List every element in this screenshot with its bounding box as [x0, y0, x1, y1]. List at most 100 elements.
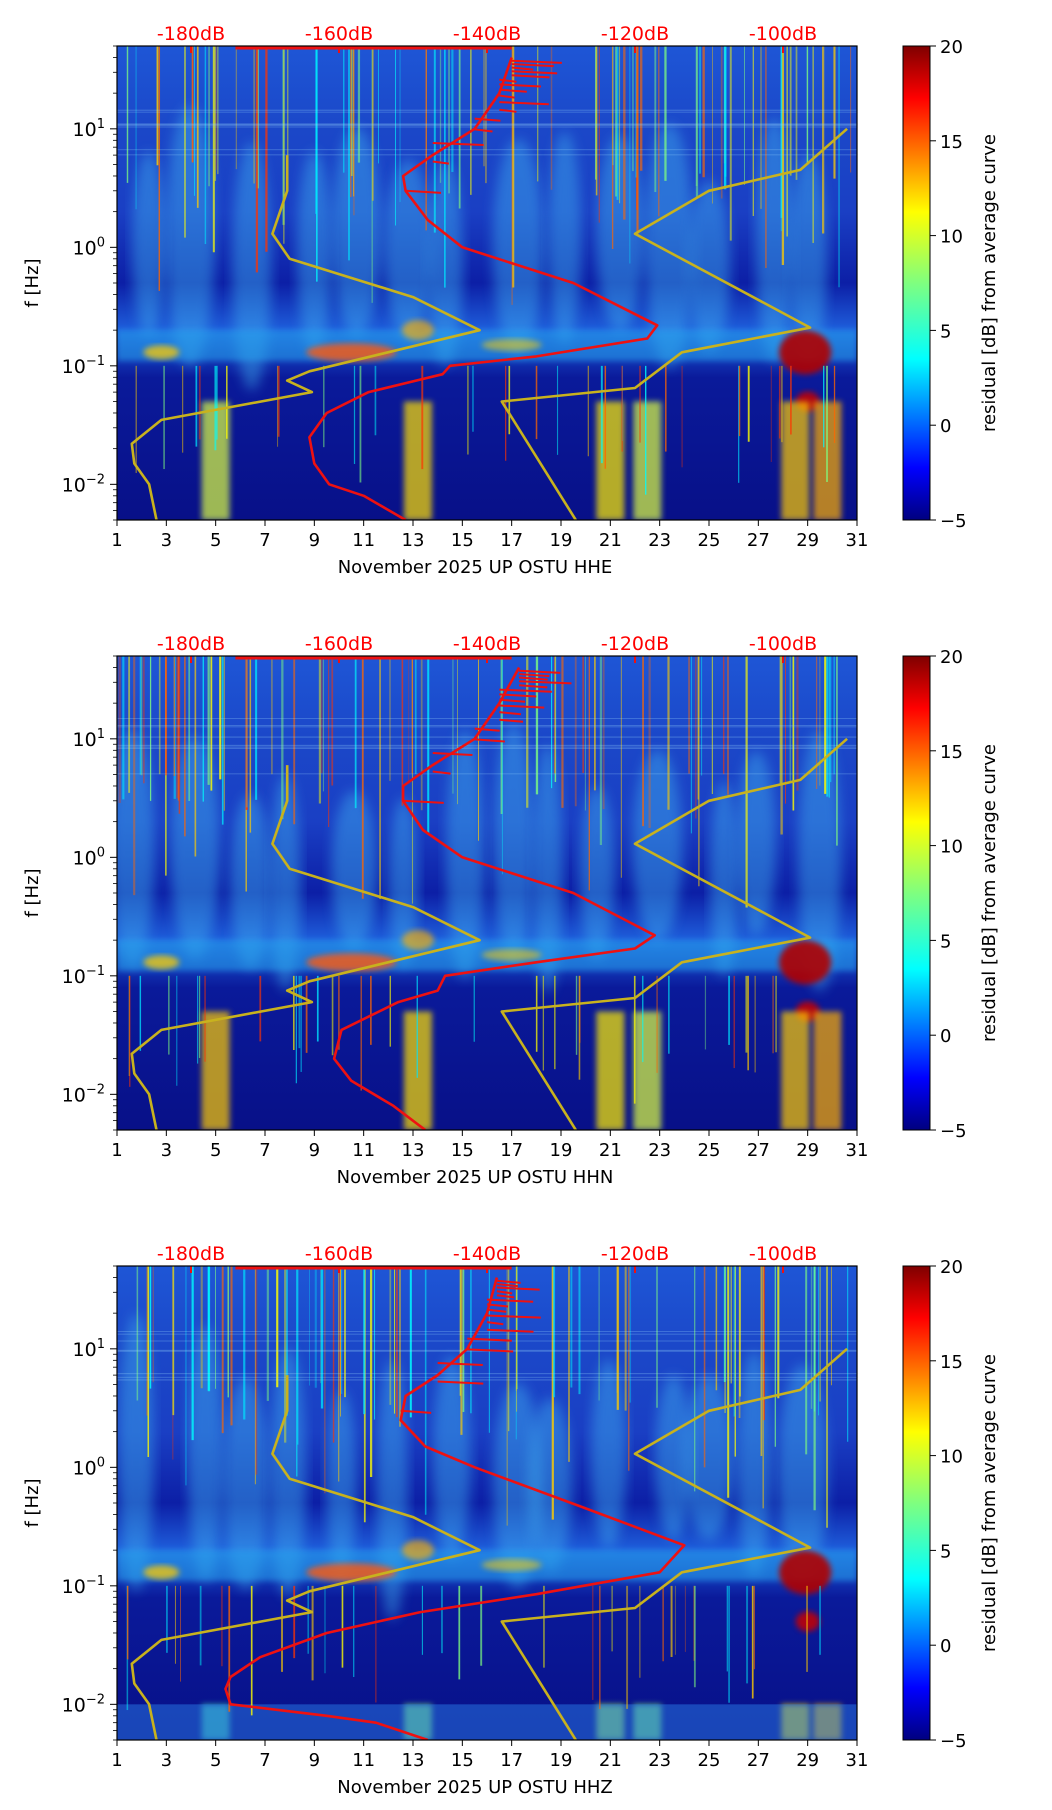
x-tick-label: 13 — [402, 1750, 425, 1771]
x-tick-label: 11 — [352, 1750, 375, 1771]
x-tick-label: 29 — [796, 530, 819, 551]
colorbar-tick-label: −5 — [940, 1731, 967, 1752]
psd-spike — [499, 711, 522, 716]
x-tick-label: 15 — [451, 530, 474, 551]
x-tick-label: 3 — [161, 1140, 172, 1161]
y-tick-label: 101 — [73, 117, 105, 141]
psd-spike — [518, 684, 548, 689]
microseism-hotspot — [481, 338, 542, 351]
x-tick-label: 19 — [550, 1750, 573, 1771]
low-noise-model-curve — [130, 1375, 481, 1740]
low-frequency-column — [813, 1011, 842, 1130]
x-tick-label: 17 — [500, 1750, 523, 1771]
storm-hotspot — [779, 1550, 832, 1595]
x-tick-label: 13 — [402, 530, 425, 551]
energy-plume — [579, 786, 615, 960]
y-tick-label: 101 — [73, 727, 105, 751]
psd-spike — [511, 66, 534, 71]
x-axis-label: November 2025 UP OSTU HHZ — [337, 1777, 613, 1798]
db-scale-label: -100dB — [749, 1243, 817, 1265]
y-tick-label: 10−1 — [62, 964, 105, 988]
x-tick-label: 21 — [599, 530, 622, 551]
psd-spike — [474, 727, 500, 732]
x-tick-label: 25 — [698, 1140, 721, 1161]
x-tick-label: 27 — [747, 530, 770, 551]
x-tick-label: 23 — [648, 1750, 671, 1771]
x-tick-label: 9 — [309, 1750, 320, 1771]
psd-spike — [432, 160, 450, 165]
psd-spike — [486, 1314, 541, 1319]
db-scale-label: -160dB — [305, 633, 373, 655]
psd-spike — [474, 738, 505, 743]
psd-spike — [496, 1286, 540, 1291]
colorbar-gradient — [902, 45, 931, 521]
energy-plume — [117, 729, 155, 969]
psd-spike — [499, 718, 524, 723]
colorbar-tick-label: 15 — [940, 742, 963, 763]
low-frequency-column — [596, 1011, 625, 1130]
x-tick-label: 29 — [796, 1140, 819, 1161]
high-noise-model-curve — [500, 127, 848, 520]
psd-spike — [486, 1303, 509, 1308]
energy-plume — [596, 135, 644, 333]
energy-plume — [118, 1313, 154, 1592]
psd-spike — [496, 1283, 519, 1288]
y-axis-label: f [Hz] — [22, 258, 43, 307]
colorbar-tick-label: 20 — [940, 647, 963, 668]
y-tick-label: 10−2 — [62, 1082, 105, 1106]
colorbar-tick-label: −5 — [940, 511, 967, 532]
energy-plume — [493, 723, 534, 966]
energy-plume — [376, 1359, 408, 1621]
y-tick-label: 101 — [73, 1337, 105, 1361]
x-tick-label: 5 — [210, 530, 221, 551]
x-tick-label: 17 — [500, 530, 523, 551]
db-scale-label: -180dB — [157, 23, 225, 45]
microseism-hotspot — [143, 955, 180, 970]
low-frequency-column — [781, 401, 810, 520]
microseism-hotspot — [143, 345, 180, 360]
energy-plume — [645, 123, 694, 368]
low-frequency-column — [403, 401, 432, 520]
psd-spike — [486, 1298, 534, 1303]
colorbar-tick-label: −5 — [940, 1121, 967, 1142]
psd-spike — [499, 698, 526, 703]
db-scale-label: -160dB — [305, 1243, 373, 1265]
low-frequency-column — [633, 401, 662, 520]
psd-spike — [511, 59, 562, 64]
db-scale-label: -180dB — [157, 1243, 225, 1265]
energy-plume — [789, 154, 828, 363]
low-frequency-column — [596, 401, 625, 520]
energy-plume — [445, 730, 485, 979]
energy-plume — [187, 1325, 224, 1583]
x-tick-label: 19 — [550, 1140, 573, 1161]
psd-spike — [499, 94, 515, 99]
psd-spike — [467, 1337, 512, 1342]
colorbar-tick-label: 0 — [940, 416, 951, 437]
low-frequency-column — [201, 1011, 230, 1130]
energy-plume — [590, 1359, 627, 1549]
x-tick-label: 25 — [698, 1750, 721, 1771]
x-axis-label: November 2025 UP OSTU HHE — [338, 557, 613, 578]
colorbar-tick-label: 5 — [940, 321, 951, 342]
energy-plume — [709, 780, 739, 977]
psd-spike — [511, 70, 558, 75]
y-axis-label: f [Hz] — [22, 1478, 43, 1527]
storm-hotspot — [779, 330, 832, 375]
x-tick-label: 5 — [210, 1750, 221, 1771]
energy-plume — [232, 142, 272, 391]
psd-spike — [405, 189, 442, 194]
psd-spike — [499, 693, 537, 698]
psd-spike — [437, 1380, 484, 1385]
y-tick-label: 100 — [73, 845, 105, 869]
psd-spike — [432, 770, 451, 775]
low-noise-model-curve — [130, 155, 481, 520]
x-tick-label: 23 — [648, 530, 671, 551]
energy-plume — [736, 1351, 772, 1577]
psd-spike — [403, 799, 444, 804]
energy-plume — [492, 1383, 543, 1589]
x-tick-label: 7 — [259, 530, 270, 551]
storm-hotspot — [779, 940, 832, 985]
low-frequency-column — [781, 1011, 810, 1130]
